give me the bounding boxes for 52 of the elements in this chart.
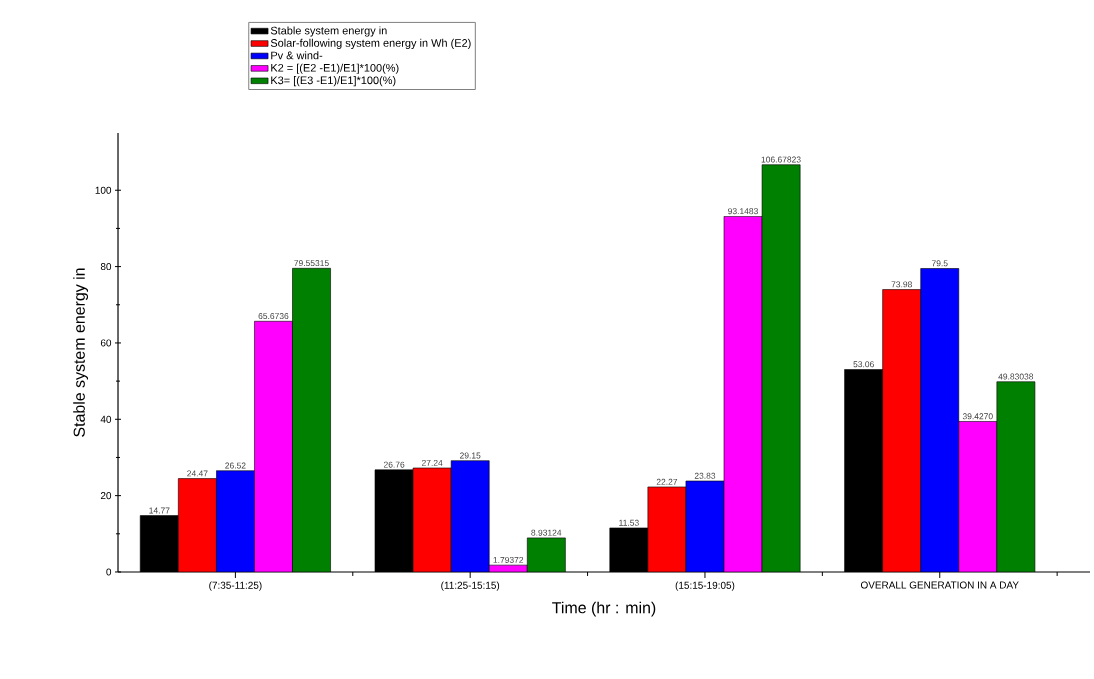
data-label: 39.4270 bbox=[962, 413, 993, 420]
bar bbox=[723, 216, 763, 572]
data-label: 27.24 bbox=[421, 459, 443, 466]
bar bbox=[450, 460, 490, 572]
y-tick-label: 0 bbox=[106, 568, 112, 576]
bar bbox=[216, 470, 255, 572]
x-tick-label: (15:15-19:05) bbox=[675, 581, 735, 591]
data-label: 8.93124 bbox=[531, 529, 562, 536]
bar bbox=[761, 164, 801, 572]
data-label: 106.67823 bbox=[761, 156, 801, 163]
data-label: 53.06 bbox=[853, 361, 874, 368]
bar bbox=[958, 421, 998, 572]
legend-label: Pv & wind- bbox=[271, 51, 323, 60]
legend-label: K2 = [(E2 -E1)/E1]*100(%) bbox=[271, 63, 399, 74]
data-label: 24.47 bbox=[187, 470, 208, 477]
legend-label: K3= [(E3 -E1)/E1]*100(%) bbox=[271, 76, 396, 87]
data-label: 14.77 bbox=[149, 507, 170, 514]
data-label: 26.52 bbox=[225, 462, 246, 469]
y-axis-title: Stable system energy in bbox=[73, 268, 89, 437]
data-label: 73.98 bbox=[891, 281, 912, 288]
data-label: 23.83 bbox=[694, 472, 716, 479]
bar bbox=[685, 480, 725, 572]
data-label: 1.79372 bbox=[493, 556, 524, 563]
bar bbox=[292, 268, 331, 572]
y-tick-label: 80 bbox=[100, 263, 112, 271]
bar bbox=[412, 467, 452, 572]
y-tick-label: 100 bbox=[95, 186, 112, 194]
x-tick-label: (11:25-15:15) bbox=[441, 581, 500, 591]
y-tick-label: 20 bbox=[100, 492, 112, 500]
x-axis-title: Time (hr : min) bbox=[552, 601, 656, 617]
bar bbox=[882, 289, 922, 572]
bar bbox=[526, 537, 566, 572]
bar bbox=[254, 320, 293, 572]
legend-label: Solar-following system energy in Wh (E2) bbox=[270, 38, 471, 50]
x-tick-label: (7:35-11:25) bbox=[209, 581, 262, 591]
data-label: 22.27 bbox=[656, 478, 678, 485]
data-label: 93.1483 bbox=[728, 208, 758, 215]
bar bbox=[996, 381, 1036, 572]
data-label: 79.55315 bbox=[294, 260, 329, 267]
data-label: 65.6736 bbox=[258, 313, 289, 320]
bar bbox=[647, 486, 687, 572]
bar bbox=[178, 478, 217, 572]
data-label: 49.83038 bbox=[998, 373, 1034, 380]
data-label: 11.53 bbox=[619, 519, 639, 526]
y-tick-label: 60 bbox=[100, 339, 112, 347]
data-label: 79.5 bbox=[931, 260, 948, 267]
y-tick-label: 40 bbox=[100, 415, 112, 423]
bar bbox=[920, 268, 960, 572]
data-label: 29.15 bbox=[460, 452, 481, 459]
data-label: 26.76 bbox=[383, 461, 405, 468]
x-tick-label: OVERALL GENERATION IN A DAY bbox=[860, 581, 1019, 589]
legend-label: Stable system energy in bbox=[270, 26, 387, 37]
